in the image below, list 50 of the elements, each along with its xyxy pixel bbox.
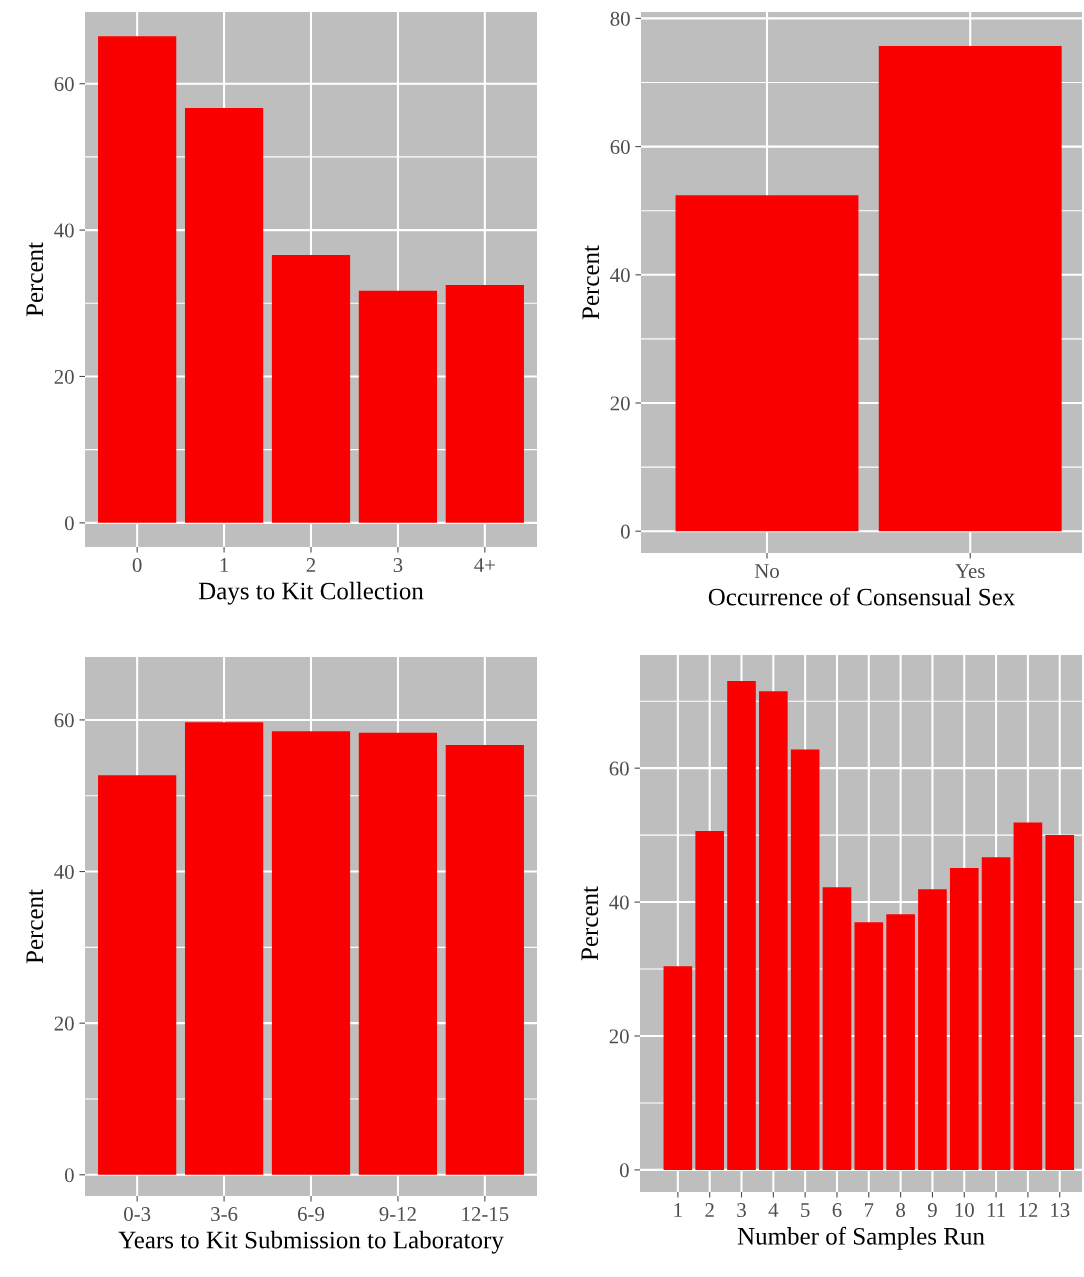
x-tick-label: 12-15: [462, 1207, 509, 1222]
x-tick-label: 1: [220, 558, 229, 572]
x-tick-label: 4: [768, 1203, 779, 1217]
x-tick-label: 0: [132, 558, 142, 573]
y-tick-label: 60: [54, 77, 74, 92]
x-tick-label: 4+: [474, 558, 495, 572]
x-tick-label: 6-9: [298, 1207, 325, 1222]
x-tick-label: 13: [1051, 1203, 1070, 1218]
x-tick-label: 3: [737, 1203, 746, 1218]
x-axis-title: Occurrence of Consensual Sex: [708, 587, 1015, 606]
y-tick-label: 20: [609, 1029, 629, 1044]
y-tick-label: 0: [64, 1168, 74, 1183]
x-tick-label: 12: [1019, 1203, 1038, 1217]
x-axis-title: Days to Kit Collection: [198, 581, 424, 605]
x-axis-title: Years to Kit Submission to Laboratory: [118, 1230, 504, 1254]
y-tick-label: 20: [54, 369, 74, 384]
y-tick-label: 0: [64, 516, 74, 531]
x-tick-label: 9: [927, 1203, 937, 1218]
x-tick-label: 7: [864, 1203, 874, 1217]
y-tick-label: 60: [609, 761, 629, 776]
x-axis-title: Number of Samples Run: [737, 1226, 985, 1250]
y-tick-label: 40: [610, 268, 630, 283]
x-tick-label: 10: [955, 1203, 974, 1218]
x-tick-label: 11: [987, 1203, 1005, 1217]
y-axis-title: Percent: [26, 889, 44, 964]
y-axis-title: Percent: [26, 242, 44, 317]
y-axis-title: Percent: [581, 886, 599, 961]
x-tick-label: 9-12: [379, 1207, 416, 1222]
y-tick-label: 20: [54, 1016, 74, 1031]
x-tick-label: 8: [896, 1203, 906, 1218]
x-tick-label: Yes: [955, 564, 985, 579]
x-tick-label: 6: [832, 1203, 842, 1218]
y-tick-label: 0: [620, 524, 630, 539]
y-tick-label: 40: [54, 223, 74, 238]
y-axis-title: Percent: [582, 245, 600, 320]
x-tick-label: 3-6: [211, 1207, 238, 1222]
x-tick-label: 0-3: [124, 1207, 151, 1222]
y-tick-label: 80: [610, 11, 630, 26]
x-tick-label: 1: [674, 1203, 682, 1217]
y-tick-label: 20: [610, 396, 630, 411]
x-tick-label: 2: [705, 1203, 714, 1217]
x-tick-label: 2: [306, 558, 316, 572]
y-tick-label: 60: [54, 713, 74, 728]
y-tick-label: 40: [609, 895, 629, 910]
x-tick-label: No: [754, 564, 779, 579]
y-tick-label: 60: [610, 139, 630, 155]
y-tick-label: 40: [54, 864, 74, 879]
x-tick-label: 5: [801, 1203, 810, 1218]
y-tick-label: 0: [619, 1163, 629, 1178]
x-tick-label: 3: [393, 558, 403, 573]
